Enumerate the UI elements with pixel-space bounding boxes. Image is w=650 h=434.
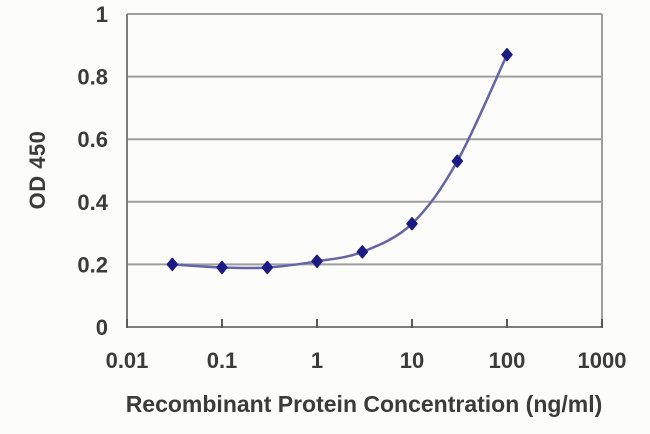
data-point-marker — [216, 260, 228, 275]
x-tick-label: 10 — [400, 348, 424, 373]
y-tick-label: 0.6 — [77, 127, 108, 152]
data-point-marker — [311, 254, 323, 269]
y-tick-label: 0.8 — [77, 65, 108, 90]
data-point-marker — [501, 47, 513, 62]
data-point-marker — [166, 257, 179, 272]
data-point-marker — [406, 216, 418, 231]
x-tick-label: 0.1 — [207, 348, 238, 373]
data-point-marker — [451, 154, 464, 168]
x-tick-label: 1000 — [578, 348, 627, 373]
x-axis-title: Recombinant Protein Concentration (ng/ml… — [125, 391, 603, 417]
y-tick-label: 0.2 — [77, 252, 108, 277]
x-tick-label: 100 — [489, 348, 526, 373]
data-point-marker — [356, 245, 369, 259]
data-point-marker — [261, 260, 274, 275]
x-tick-label: 0.01 — [106, 348, 149, 373]
y-tick-label: 1 — [96, 2, 108, 27]
y-tick-label: 0.4 — [77, 190, 108, 215]
y-axis-title: OD 450 — [25, 130, 50, 210]
y-tick-label: 0 — [96, 315, 108, 340]
x-tick-label: 1 — [311, 348, 323, 373]
